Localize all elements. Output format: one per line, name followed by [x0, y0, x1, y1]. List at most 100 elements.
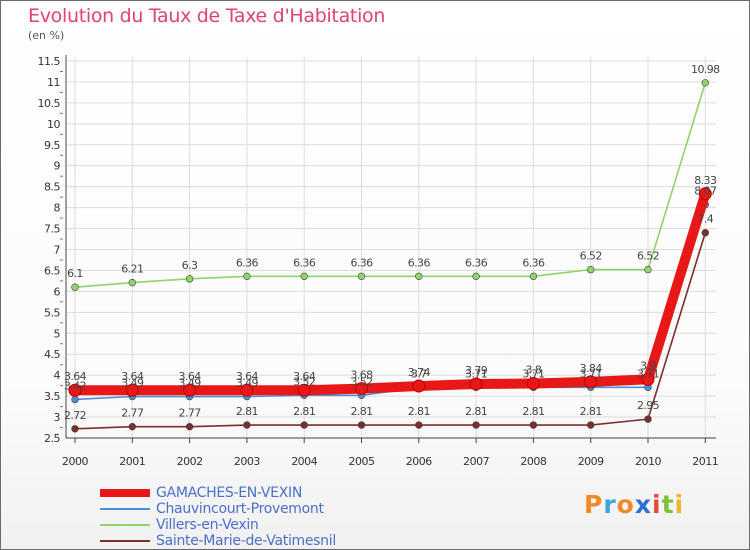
data-label-gamaches-en-vexin: 3.64: [121, 370, 144, 383]
data-point-sainte-marie-de-vatimesnil: [586, 421, 595, 429]
grid: [66, 57, 716, 439]
data-label-gamaches-en-vexin: 3.64: [179, 370, 202, 383]
data-label-sainte-marie-de-vatimesnil: 2.77: [179, 407, 202, 420]
y-tick-label: 11.5: [38, 55, 61, 68]
legend-label-gamaches: GAMACHES-EN-VEXIN: [156, 485, 302, 501]
data-point-sainte-marie-de-vatimesnil: [357, 421, 366, 429]
legend-label-chauvincourt: Chauvincourt-Provemont: [156, 501, 324, 517]
series-line-chauvincourt-provemont: [74, 204, 707, 401]
y-tick-label: 5.5: [44, 306, 60, 319]
data-point-villers-en-vexin: [644, 265, 652, 274]
data-point-gamaches-en-vexin: [526, 377, 540, 391]
series-layer: [68, 79, 712, 433]
series-line-gamaches-en-vexin: [70, 188, 711, 396]
data-label-chauvincourt-provemont: 3.49: [121, 377, 144, 390]
data-point-gamaches-en-vexin: [125, 383, 139, 397]
data-label-sainte-marie-de-vatimesnil: 2.81: [236, 405, 258, 418]
data-label-gamaches-en-vexin: 3.74: [408, 366, 431, 379]
data-label-sainte-marie-de-vatimesnil: 2.81: [408, 405, 430, 418]
data-point-sainte-marie-de-vatimesnil: [415, 421, 423, 429]
data-point-sainte-marie-de-vatimesnil: [243, 421, 251, 429]
logo-letter: r: [603, 490, 617, 519]
y-tick-label: 9: [54, 160, 61, 173]
data-point-chauvincourt-provemont: [71, 395, 79, 404]
data-label-sainte-marie-de-vatimesnil: 2.77: [121, 407, 144, 420]
logo-letter: i: [652, 490, 662, 519]
x-tick-label: 2003: [234, 455, 260, 468]
data-point-gamaches-en-vexin: [297, 383, 311, 397]
x-tick-label: 2000: [62, 455, 88, 468]
data-point-villers-en-vexin: [529, 272, 538, 281]
data-label-villers-en-vexin: 6.21: [121, 263, 143, 276]
y-tick-label: 10: [47, 118, 60, 131]
y-tick-label: 4.5: [44, 348, 60, 361]
axes: 2.5 3 3.5 4 4.5 5 5.5 6 6.5 7 7.5 8 8.5 9 9.5 10 10.5 11 1…: [38, 55, 719, 468]
data-label-chauvincourt-provemont: 3.49: [236, 377, 259, 390]
y-tick-label: 5: [54, 327, 61, 340]
data-label-chauvincourt-provemont: 3.49: [179, 377, 202, 390]
data-label-chauvincourt-provemont: 3.71: [637, 367, 659, 380]
x-tick-label: 2002: [177, 455, 203, 468]
data-label-sainte-marie-de-vatimesnil: 2.81: [293, 405, 315, 418]
data-label-sainte-marie-de-vatimesnil: 2.81: [350, 405, 372, 418]
logo-letter: t: [661, 490, 675, 519]
data-label-chauvincourt-provemont: 3.71: [580, 367, 602, 380]
x-tick-label: 2008: [520, 455, 546, 468]
data-label-chauvincourt-provemont: 3.7: [411, 368, 427, 381]
logo-letter: i: [674, 490, 685, 519]
data-point-villers-en-vexin: [243, 272, 251, 281]
data-point-sainte-marie-de-vatimesnil: [472, 421, 480, 429]
y-tick-label: 7: [54, 244, 61, 257]
data-label-sainte-marie-de-vatimesnil: 2.81: [522, 405, 544, 418]
data-label-villers-en-vexin: 6.36: [350, 256, 373, 269]
legend-label-villers: Villers-en-Vexin: [156, 517, 259, 533]
data-label-gamaches-en-vexin: 3.68: [350, 369, 373, 382]
legend-swatch-gamaches: [100, 489, 150, 497]
x-tick-label: 2009: [578, 455, 604, 468]
data-point-villers-en-vexin: [71, 283, 79, 291]
data-label-chauvincourt-provemont: 3.52: [293, 375, 315, 388]
data-labels: 6.1 6.21 6.3 6.36 6.36 6.36 6.36 6.36 6.36 6.52 6.…: [64, 63, 721, 422]
legend-swatch-sainte-marie: [100, 540, 150, 542]
y-tick-label: 2.5: [44, 432, 60, 445]
x-tick-label: 2006: [406, 455, 432, 468]
data-point-sainte-marie-de-vatimesnil: [128, 422, 137, 431]
y-tick-label: 6: [54, 285, 61, 298]
data-point-villers-en-vexin: [701, 79, 709, 87]
series-line-villers-en-vexin: [74, 82, 707, 288]
x-tick-label: 2011: [692, 455, 718, 468]
data-point-sainte-marie-de-vatimesnil: [71, 425, 79, 433]
data-label-villers-en-vexin: 6.3: [182, 259, 198, 272]
data-label-villers-en-vexin: 6.36: [236, 256, 259, 269]
data-label-sainte-marie-de-vatimesnil: 2.72: [64, 409, 86, 422]
data-label-villers-en-vexin: 6.36: [293, 256, 316, 269]
data-label-gamaches-en-vexin: 3.8: [526, 364, 542, 377]
data-label-gamaches-en-vexin: 3.84: [580, 362, 603, 375]
x-tick-label: 2005: [349, 455, 375, 468]
data-label-sainte-marie-de-vatimesnil: 2.81: [465, 405, 487, 418]
chart-title: Evolution du Taux de Taxe d'Habitation: [28, 5, 386, 27]
y-tick-label: 10.5: [38, 97, 61, 110]
data-label-gamaches-en-vexin: 3.64: [236, 370, 259, 383]
logo-letter: P: [584, 490, 604, 519]
data-point-gamaches-en-vexin: [469, 377, 483, 391]
x-tick-label: 2001: [119, 455, 145, 468]
data-label-sainte-marie-de-vatimesnil: 2.95: [637, 399, 660, 412]
data-label-chauvincourt-provemont: 3.71: [522, 367, 544, 380]
legend-swatch-chauvincourt: [100, 508, 150, 510]
data-point-gamaches-en-vexin: [183, 383, 197, 397]
proxiti-logo: Proxiti: [584, 490, 684, 519]
series-line-sainte-marie-de-vatimesnil: [74, 232, 707, 430]
data-point-gamaches-en-vexin: [240, 383, 254, 397]
data-point-sainte-marie-de-vatimesnil: [644, 415, 652, 423]
data-label-sainte-marie-de-vatimesnil: 2.81: [580, 405, 602, 418]
data-label-sainte-marie-de-vatimesnil: 7.4: [697, 213, 713, 226]
data-label-chauvincourt-provemont: 3.71: [465, 367, 487, 380]
data-point-gamaches-en-vexin: [698, 187, 712, 201]
data-label-gamaches-en-vexin: 3.79: [465, 364, 488, 377]
data-label-villers-en-vexin: 6.1: [67, 267, 83, 280]
data-label-villers-en-vexin: 6.52: [580, 250, 602, 263]
data-label-chauvincourt-provemont: 3.52: [350, 375, 372, 388]
